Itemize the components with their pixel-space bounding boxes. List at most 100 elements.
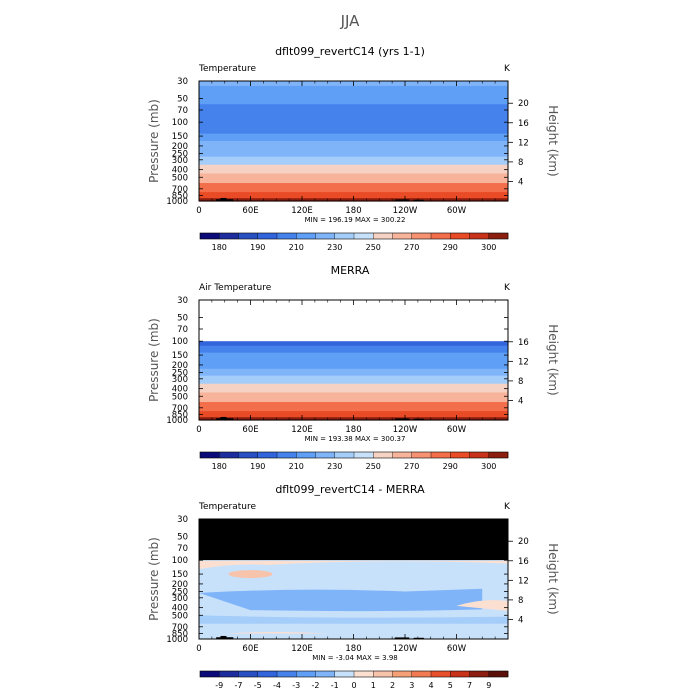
- colorbar-swatch: [392, 452, 413, 458]
- contour-band: [199, 402, 508, 412]
- y-axis-label-right: Height (km): [546, 105, 560, 176]
- colorbar-swatch: [296, 671, 316, 677]
- y-tick-label: 100: [172, 337, 188, 347]
- topography: [220, 197, 227, 201]
- contour-band: [199, 192, 508, 199]
- y-tick-label: 200: [172, 361, 188, 371]
- topography: [413, 418, 424, 420]
- y-tick-label: 700: [172, 185, 188, 195]
- units-label: K: [504, 502, 511, 512]
- height-tick-label: 4: [518, 396, 523, 406]
- colorbar-swatch: [257, 671, 278, 677]
- height-tick-label: 20: [518, 99, 529, 109]
- colorbar-label: 300: [481, 462, 496, 471]
- colorbar-label: 9: [486, 681, 491, 690]
- colorbar-swatch: [200, 671, 220, 677]
- contour-band: [199, 341, 508, 347]
- x-tick-label: 60E: [242, 206, 258, 216]
- colorbar-swatch: [334, 452, 355, 458]
- colorbar-label: 1: [371, 681, 376, 690]
- panel-title: dflt099_revertC14 (yrs 1-1): [275, 45, 425, 58]
- x-tick-label: 60W: [447, 644, 467, 654]
- colorbar-label: 290: [443, 462, 458, 471]
- colorbar-swatch: [238, 233, 259, 239]
- y-tick-label: 300: [172, 375, 188, 385]
- colorbar-label: -9: [215, 681, 223, 690]
- colorbar-swatch: [373, 671, 393, 677]
- colorbar-label: 180: [212, 462, 227, 471]
- colorbar-swatch: [488, 671, 509, 677]
- contour-band: [199, 156, 508, 166]
- colorbar-swatch: [200, 452, 220, 458]
- height-tick-label: 8: [518, 377, 523, 387]
- colorbar-swatch: [238, 671, 259, 677]
- colorbar-swatch: [334, 671, 355, 677]
- y-tick-label: 150: [172, 351, 188, 361]
- y-axis-label-right: Height (km): [546, 324, 560, 395]
- x-tick-label: 120E: [291, 425, 313, 435]
- panel-title: MERRA: [331, 264, 370, 277]
- topography: [220, 635, 227, 639]
- colorbar-swatch: [431, 452, 451, 458]
- y-tick-label: 150: [172, 132, 188, 142]
- panel-title: dflt099_revertC14 - MERRA: [275, 483, 425, 496]
- field-label: Air Temperature: [199, 283, 272, 293]
- contour-band: [199, 116, 508, 128]
- colorbar-label: 230: [327, 462, 342, 471]
- y-tick-label: 500: [172, 173, 188, 183]
- x-tick-label: 60E: [242, 425, 258, 435]
- y-tick-label: 50: [177, 313, 188, 323]
- x-tick-label: 0: [196, 425, 201, 435]
- colorbar-swatch: [450, 671, 470, 677]
- y-axis-label-right: Height (km): [546, 543, 560, 614]
- colorbar-label: 190: [250, 243, 265, 252]
- height-tick-label: 16: [518, 119, 529, 129]
- contour-band: [199, 94, 508, 105]
- colorbar-swatch: [238, 452, 259, 458]
- missing-region: [199, 519, 508, 561]
- y-tick-label: 700: [172, 623, 188, 633]
- panels: dflt099_revertC14 (yrs 1-1) Temperature K 3…: [147, 45, 560, 690]
- colorbar-swatch: [354, 233, 374, 239]
- colorbar-swatch: [431, 671, 451, 677]
- y-axis-label: Pressure (mb): [147, 537, 161, 621]
- y-tick-label: 500: [172, 392, 188, 402]
- colorbar-label: 5: [448, 681, 453, 690]
- y-tick-label: 500: [172, 611, 188, 621]
- colorbar-swatch: [334, 233, 355, 239]
- contour-band: [199, 345, 508, 354]
- colorbar-label: 180: [212, 243, 227, 252]
- colorbar-swatch: [431, 233, 451, 239]
- contour-band: [199, 411, 508, 418]
- colorbar-label: 210: [289, 243, 304, 252]
- contour-band: [199, 588, 483, 612]
- y-tick-label: 30: [177, 515, 188, 525]
- units-label: K: [504, 283, 511, 293]
- colorbar-swatch: [450, 233, 470, 239]
- y-tick-label: 1000: [166, 416, 188, 426]
- x-tick-label: 180: [345, 206, 361, 216]
- colorbar-swatch: [257, 233, 278, 239]
- colorbar-label: 230: [327, 243, 342, 252]
- x-tick-label: 60W: [447, 206, 467, 216]
- units-label: K: [504, 64, 511, 74]
- height-tick-label: 8: [518, 596, 523, 606]
- y-tick-label: 1000: [166, 197, 188, 207]
- colorbar-swatch: [488, 452, 509, 458]
- topography: [220, 416, 227, 420]
- y-tick-label: 70: [177, 325, 188, 335]
- colorbar-label: 290: [443, 243, 458, 252]
- colorbar-swatch: [277, 233, 297, 239]
- topography: [394, 637, 410, 639]
- colorbar-swatch: [200, 233, 220, 239]
- colorbar-label: 210: [289, 462, 304, 471]
- colorbar-swatch: [373, 233, 393, 239]
- contour-band: [199, 85, 508, 96]
- min-max-stats: MIN = 193.38 MAX = 300.37: [305, 435, 406, 443]
- colorbar-swatch: [392, 233, 413, 239]
- topography: [394, 418, 410, 420]
- colorbar-swatch: [296, 233, 316, 239]
- y-tick-label: 250: [172, 369, 188, 379]
- min-max-stats: MIN = 196.19 MAX = 300.22: [305, 216, 406, 224]
- colorbar-swatch: [469, 233, 490, 239]
